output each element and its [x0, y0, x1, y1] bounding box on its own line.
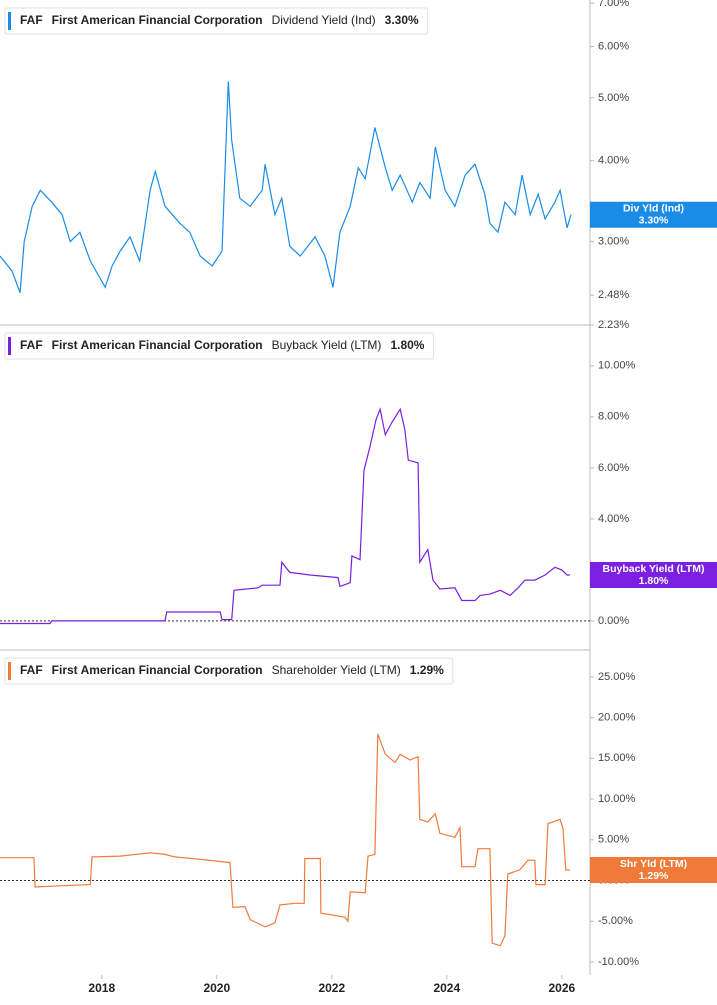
series-line — [0, 81, 572, 294]
y-tick-label: 2.48% — [598, 289, 629, 301]
x-tick-label: 2022 — [318, 981, 345, 995]
series-line — [0, 407, 570, 625]
header-box — [4, 7, 429, 35]
badge-value: 3.30% — [639, 215, 669, 227]
y-tick-label: 7.00% — [598, 0, 629, 9]
value-badge — [590, 857, 717, 884]
header-metric: Dividend Yield (Ind) — [272, 13, 376, 27]
badge-name: Buyback Yield (LTM) — [603, 563, 705, 575]
series-line — [0, 733, 570, 947]
y-tick-label: 3.00% — [598, 235, 629, 247]
y-tick-label: 2.23% — [598, 319, 629, 331]
y-tick-label: 6.00% — [598, 40, 629, 52]
header-ticker: FAF — [20, 13, 43, 27]
badge-name: Div Yld (Ind) — [623, 203, 684, 215]
x-tick-label: 2018 — [88, 981, 115, 995]
y-tick-label: -10.00% — [598, 956, 639, 968]
y-tick-label: 0.00% — [598, 615, 629, 627]
y-tick-label: 15.00% — [598, 752, 636, 764]
header-ticker: FAF — [20, 663, 43, 677]
badge-name: Shr Yld (LTM) — [620, 858, 687, 870]
header-company: First American Financial Corporation — [52, 13, 263, 27]
y-tick-label: 6.00% — [598, 462, 629, 474]
header: FAF First American Financial Corporation B… — [4, 332, 434, 360]
x-tick-label: 2026 — [548, 981, 575, 995]
y-tick-label: 4.00% — [598, 155, 629, 167]
header-color-bar — [8, 337, 11, 355]
y-tick-label: 10.00% — [598, 360, 636, 372]
header-color-bar — [8, 12, 11, 30]
header-metric: Shareholder Yield (LTM) — [272, 663, 401, 677]
y-tick-label: 10.00% — [598, 793, 636, 805]
y-tick-label: -5.00% — [598, 915, 633, 927]
header-box — [4, 657, 454, 685]
badge-value: 1.80% — [639, 575, 669, 587]
value-badge — [590, 562, 717, 588]
header-metric: Buyback Yield (LTM) — [272, 338, 382, 352]
header: FAF First American Financial Corporation D… — [4, 7, 429, 35]
header-color-bar — [8, 662, 11, 680]
header: FAF First American Financial Corporation S… — [4, 657, 454, 685]
value-badge — [590, 201, 717, 228]
y-tick-label: 8.00% — [598, 411, 629, 423]
x-tick-label: 2024 — [433, 981, 460, 995]
header-ticker: FAF — [20, 338, 43, 352]
header-company: First American Financial Corporation — [52, 663, 263, 677]
x-tick-label: 2020 — [203, 981, 230, 995]
y-tick-label: 4.00% — [598, 513, 629, 525]
header-last-value: 3.30% — [385, 13, 419, 27]
y-tick-label: 20.00% — [598, 712, 636, 724]
y-tick-label: 25.00% — [598, 671, 636, 683]
header-box — [4, 332, 434, 360]
badge-value: 1.29% — [639, 870, 669, 882]
y-tick-label: 5.00% — [598, 834, 629, 846]
header-last-value: 1.80% — [390, 338, 424, 352]
y-tick-label: 5.00% — [598, 92, 629, 104]
header-company: First American Financial Corporation — [52, 338, 263, 352]
header-last-value: 1.29% — [410, 663, 444, 677]
